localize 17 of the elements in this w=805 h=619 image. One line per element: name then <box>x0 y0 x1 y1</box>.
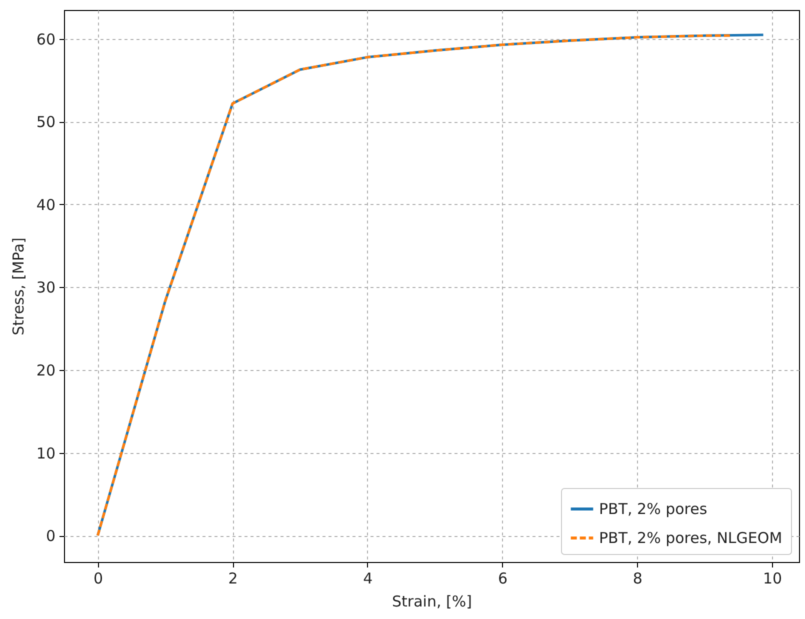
y-tick-label: 50 <box>36 113 56 132</box>
legend-label: PBT, 2% pores <box>599 500 708 518</box>
y-tick-label: 10 <box>36 444 56 462</box>
legend-label: PBT, 2% pores, NLGEOM <box>599 529 782 547</box>
x-tick-label: 0 <box>93 570 103 588</box>
y-tick-label: 0 <box>46 527 56 546</box>
y-tick-label: 60 <box>36 30 56 48</box>
y-tick-label: 30 <box>36 278 56 297</box>
y-axis-title: Stress, [MPa] <box>9 238 28 336</box>
y-tick-label: 40 <box>36 196 56 214</box>
x-tick-label: 4 <box>363 570 373 588</box>
x-tick-label: 10 <box>762 570 782 588</box>
x-axis-title: Strain, [%] <box>392 592 472 610</box>
x-tick-label: 8 <box>632 570 642 588</box>
x-tick-label: 2 <box>228 570 238 588</box>
x-tick-label: 6 <box>498 570 508 588</box>
y-tick-label: 20 <box>36 362 56 380</box>
